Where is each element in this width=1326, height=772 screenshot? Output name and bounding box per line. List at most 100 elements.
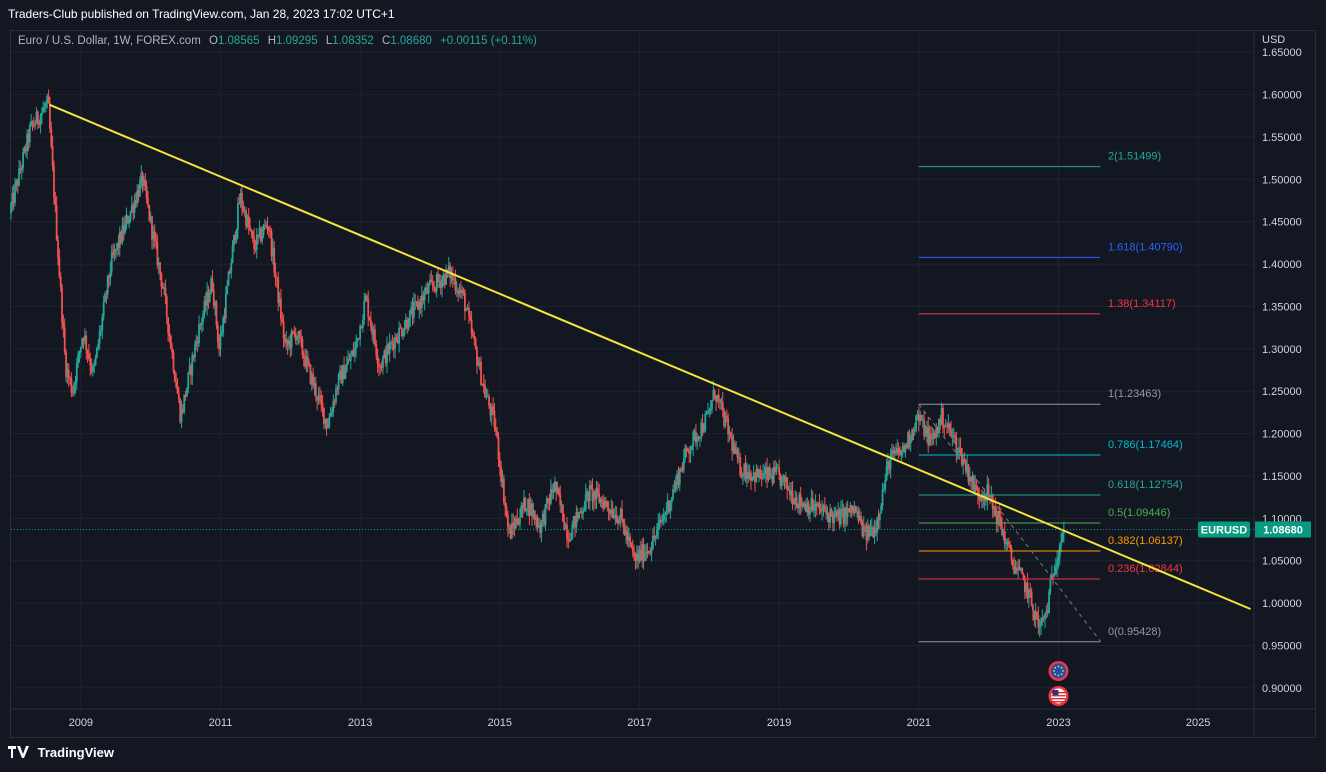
candle-body bbox=[858, 515, 861, 521]
candle-body bbox=[484, 385, 486, 397]
candle-body bbox=[635, 553, 638, 561]
candle-body bbox=[277, 278, 280, 304]
candle-body bbox=[51, 145, 54, 167]
candle-body bbox=[188, 365, 191, 373]
candle-body bbox=[739, 457, 742, 475]
candle-body bbox=[551, 489, 554, 493]
candle-body bbox=[642, 544, 645, 561]
candle-body bbox=[895, 450, 897, 454]
candle-body bbox=[676, 473, 678, 482]
candle-body bbox=[57, 240, 59, 258]
candle-body bbox=[821, 509, 824, 512]
candle-body bbox=[776, 467, 779, 469]
candle-body bbox=[380, 366, 383, 368]
candle-body bbox=[746, 472, 748, 479]
candle-body bbox=[967, 464, 970, 482]
x-tick-label: 2013 bbox=[348, 717, 372, 729]
candle-body bbox=[759, 468, 762, 478]
candle-body bbox=[234, 234, 237, 241]
candle-body bbox=[688, 450, 691, 454]
candle-body bbox=[841, 508, 844, 510]
candle-body bbox=[86, 350, 89, 354]
candle-body bbox=[809, 509, 811, 515]
candle-body bbox=[590, 485, 593, 488]
candle-body bbox=[584, 493, 587, 510]
y-tick-label: 1.65000 bbox=[1262, 47, 1302, 59]
candle-body bbox=[442, 275, 445, 280]
candle-body bbox=[410, 307, 413, 311]
candle-body bbox=[717, 394, 720, 399]
candle-body bbox=[163, 287, 165, 289]
candle-body bbox=[657, 522, 660, 530]
candle-body bbox=[574, 516, 576, 528]
candle-body bbox=[897, 448, 900, 453]
candle-body bbox=[172, 352, 175, 372]
candle-body bbox=[212, 290, 215, 306]
y-tick-label: 1.25000 bbox=[1262, 386, 1302, 398]
candle-body bbox=[324, 418, 327, 425]
candle-body bbox=[744, 463, 747, 479]
candle-body bbox=[79, 346, 82, 353]
tradingview-footer[interactable]: TradingView bbox=[8, 745, 114, 765]
candle-body bbox=[476, 348, 478, 366]
candle-body bbox=[721, 401, 724, 411]
candle-body bbox=[729, 432, 732, 437]
chart-frame[interactable] bbox=[10, 30, 1316, 738]
candle-body bbox=[386, 344, 388, 364]
candle-body bbox=[464, 292, 466, 312]
candle-body bbox=[685, 447, 688, 449]
candle-body bbox=[136, 190, 139, 204]
open-label: O bbox=[208, 35, 218, 47]
candle-body bbox=[924, 434, 927, 437]
candle-body bbox=[50, 128, 53, 146]
candle-body bbox=[1028, 589, 1030, 599]
candle-body bbox=[1044, 613, 1046, 619]
candle-body bbox=[559, 494, 562, 505]
candle-body bbox=[677, 473, 680, 485]
candle-body bbox=[555, 481, 558, 493]
candle-body bbox=[285, 340, 288, 343]
candle-body bbox=[653, 535, 656, 539]
candle-body bbox=[552, 490, 555, 493]
candle-body bbox=[873, 528, 876, 538]
candle-body bbox=[423, 293, 426, 301]
candle-body bbox=[328, 417, 331, 428]
candle-body bbox=[215, 302, 218, 325]
candle-body bbox=[972, 475, 975, 492]
candle-body bbox=[335, 388, 337, 402]
candle-body bbox=[228, 272, 231, 274]
symbol-title[interactable]: Euro / U.S. Dollar, 1W, FOREX.com bbox=[18, 35, 201, 47]
candle-body bbox=[1040, 620, 1042, 626]
candle-body bbox=[14, 185, 16, 204]
candle-body bbox=[274, 272, 277, 277]
candle-body bbox=[913, 430, 916, 432]
candle-body bbox=[876, 518, 879, 533]
candle-body bbox=[359, 325, 362, 339]
candle-body bbox=[439, 281, 442, 288]
open-value: 1.08565 bbox=[217, 35, 260, 47]
candle-body bbox=[511, 522, 513, 539]
y-tick-label: 1.45000 bbox=[1262, 217, 1302, 229]
candle-body bbox=[219, 335, 222, 350]
candle-body bbox=[959, 447, 962, 449]
candle-body bbox=[638, 549, 641, 562]
candle-body bbox=[627, 536, 630, 541]
fib-level-label: 0(0.95428) bbox=[1108, 626, 1161, 638]
candle-body bbox=[866, 525, 869, 541]
candle-body bbox=[224, 294, 227, 319]
candle-body bbox=[848, 508, 850, 513]
candle-body bbox=[591, 487, 594, 502]
candle-body bbox=[117, 242, 120, 248]
candle-body bbox=[528, 499, 531, 516]
candle-body bbox=[852, 510, 854, 513]
candle-body bbox=[766, 467, 768, 480]
candle-body bbox=[137, 190, 140, 197]
candle-body bbox=[814, 504, 817, 510]
candle-body bbox=[300, 336, 302, 340]
candle-body bbox=[290, 331, 293, 348]
candle-body bbox=[208, 293, 211, 302]
candle-body bbox=[333, 401, 336, 403]
candle-body bbox=[835, 511, 838, 517]
candle-body bbox=[211, 278, 214, 291]
